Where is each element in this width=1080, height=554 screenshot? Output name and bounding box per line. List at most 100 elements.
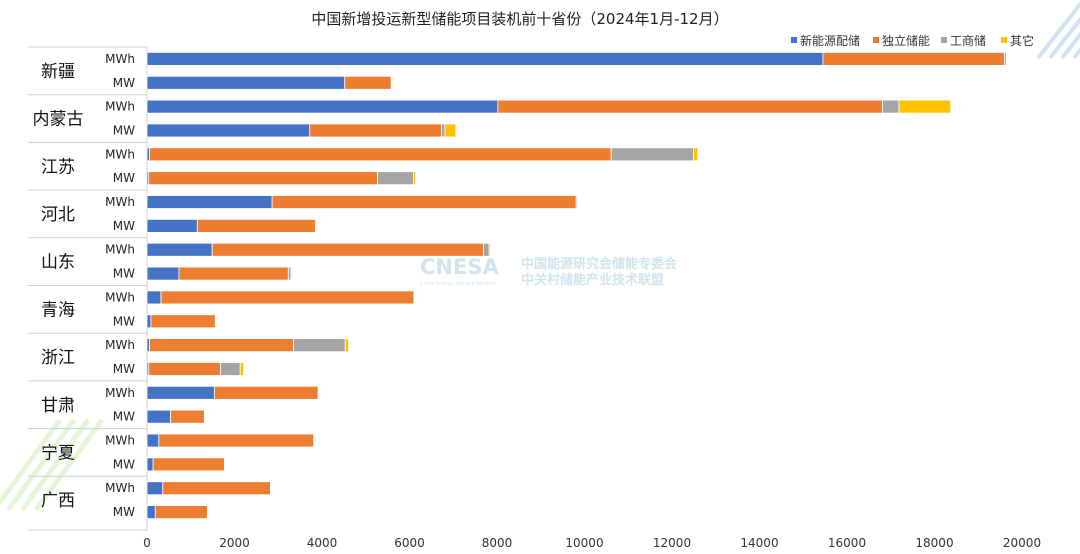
bar-segment [178, 266, 289, 281]
province-label: 青海 [41, 300, 75, 320]
decoration-stripe [0, 418, 63, 507]
bar-segment [488, 242, 491, 257]
bar-segment [148, 171, 378, 186]
bar-segment [290, 266, 293, 281]
bar-segment [344, 338, 350, 353]
x-tick-label: 14000 [740, 536, 778, 550]
province-label: 甘肃 [41, 396, 75, 416]
decoration-stripe [1060, 31, 1080, 60]
legend-label: 工商储 [950, 33, 986, 48]
x-tick-label: 16000 [828, 536, 866, 550]
legend-swatch [873, 37, 879, 43]
decoration-stripe [33, 418, 105, 512]
province-label: 内蒙古 [33, 110, 84, 130]
legend-label: 独立储能 [882, 33, 930, 48]
watermark: CNESA China Energy Storage Alliance 中国能源… [420, 255, 678, 288]
x-tick-label: 8000 [482, 536, 513, 550]
bar-segment [575, 195, 578, 209]
bar-segment [146, 481, 164, 496]
unit-label: MW [113, 457, 135, 471]
decoration-stripe [1036, 1, 1080, 60]
bar-segment [344, 75, 392, 90]
x-tick-label: 2000 [219, 536, 250, 550]
bar-segment [146, 457, 154, 472]
unit-label: MWh [105, 52, 135, 66]
bar-segment [610, 147, 694, 162]
unit-label: MWh [105, 290, 135, 304]
bar-segment [196, 218, 316, 233]
unit-label: MWh [105, 147, 135, 161]
province-label: 新疆 [41, 62, 75, 82]
bar-segment [377, 171, 414, 186]
x-tick-label: 12000 [653, 536, 691, 550]
bar-segment [898, 99, 952, 114]
x-tick-label: 20000 [1003, 536, 1041, 550]
x-tick-label: 0 [143, 536, 151, 550]
bar-segment [149, 147, 612, 162]
bar-segment [146, 123, 311, 138]
decoration-stripe [5, 418, 77, 512]
unit-label: MW [113, 171, 135, 185]
bar-segment [146, 266, 180, 281]
unit-label: MW [113, 362, 135, 376]
bar-segment [882, 99, 900, 114]
bar-segment [146, 290, 162, 305]
decoration-stripe [19, 418, 91, 512]
legend-swatch [791, 37, 797, 43]
bar-segment [146, 218, 198, 233]
bar-segment [822, 52, 1005, 66]
legend-swatch [941, 37, 947, 43]
bar-segment [309, 123, 442, 138]
bar-segment [150, 314, 216, 329]
bar-segment [146, 409, 172, 424]
bar-segment [444, 123, 457, 138]
unit-label: MWh [105, 338, 135, 352]
bar-segment [693, 147, 699, 162]
bar-segment [149, 338, 294, 353]
unit-label: MW [113, 410, 135, 424]
bars [146, 52, 1007, 519]
unit-label: MWh [105, 243, 135, 257]
legend: 新能源配储 独立储能 工商储 其它 [791, 33, 1034, 48]
watermark-line1: 中国能源研究会储能专委会 [521, 256, 678, 272]
bar-segment [211, 242, 484, 257]
watermark-english: China Energy Storage Alliance [420, 281, 496, 287]
unit-label: MW [113, 76, 135, 90]
legend-label: 其它 [1010, 33, 1034, 48]
category-frame: 新疆 MWh MW 内蒙古 MWh MW 江苏 MWh MW 河北 MWh MW 山东 MWh MW 青海 MW… [28, 46, 148, 531]
x-tick-label: 18000 [915, 536, 953, 550]
bar-segment [146, 195, 273, 209]
x-tick-label: 4000 [307, 536, 338, 550]
bar-segment [213, 385, 319, 400]
bar-segment [148, 362, 221, 376]
bar-segment [220, 362, 241, 376]
watermark-brand: CNESA [420, 255, 499, 279]
province-label: 宁夏 [41, 443, 75, 463]
bar-segment [162, 481, 271, 496]
unit-label: MW [113, 267, 135, 281]
bar-segment [146, 52, 824, 66]
bar-segment [441, 123, 446, 138]
bar-segment [413, 171, 417, 186]
province-label: 河北 [41, 205, 75, 225]
bar-segment [158, 433, 315, 448]
chart-title: 中国新增投运新型储能项目装机前十省份（2024年1月-12月） [311, 10, 728, 28]
unit-label: MW [113, 505, 135, 519]
legend-swatch [1001, 37, 1007, 43]
bar-segment [483, 242, 490, 257]
bar-segment [239, 362, 245, 376]
unit-label: MWh [105, 195, 135, 209]
watermark-line2: 中关村储能产业技术联盟 [521, 272, 664, 288]
province-label: 江苏 [41, 157, 75, 177]
bar-segment [146, 385, 215, 400]
bar-segment [154, 505, 208, 519]
bar-segment [293, 338, 346, 353]
bar-segment [1004, 52, 1007, 66]
legend-label: 新能源配储 [800, 33, 860, 48]
bar-segment [271, 195, 577, 209]
unit-label: MWh [105, 481, 135, 495]
decoration-stripe [1048, 16, 1080, 60]
province-label: 山东 [41, 253, 75, 273]
bar-segment [146, 99, 499, 114]
unit-label: MWh [105, 386, 135, 400]
